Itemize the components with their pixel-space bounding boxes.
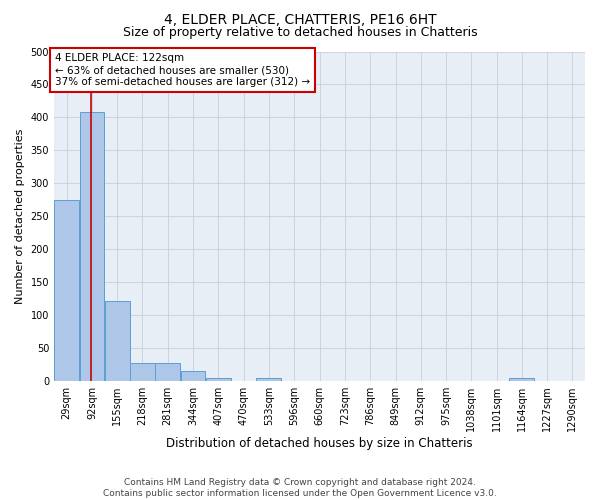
Bar <box>130 362 155 381</box>
Bar <box>155 362 180 381</box>
Text: Contains HM Land Registry data © Crown copyright and database right 2024.
Contai: Contains HM Land Registry data © Crown c… <box>103 478 497 498</box>
Y-axis label: Number of detached properties: Number of detached properties <box>15 128 25 304</box>
Text: 4 ELDER PLACE: 122sqm
← 63% of detached houses are smaller (530)
37% of semi-det: 4 ELDER PLACE: 122sqm ← 63% of detached … <box>55 54 310 86</box>
Text: 4, ELDER PLACE, CHATTERIS, PE16 6HT: 4, ELDER PLACE, CHATTERIS, PE16 6HT <box>164 12 436 26</box>
Bar <box>80 112 104 381</box>
Text: Size of property relative to detached houses in Chatteris: Size of property relative to detached ho… <box>122 26 478 39</box>
Bar <box>206 378 230 381</box>
Bar <box>105 300 130 381</box>
Bar <box>509 378 534 381</box>
Bar <box>54 200 79 381</box>
Bar <box>256 378 281 381</box>
X-axis label: Distribution of detached houses by size in Chatteris: Distribution of detached houses by size … <box>166 437 473 450</box>
Bar <box>181 371 205 381</box>
